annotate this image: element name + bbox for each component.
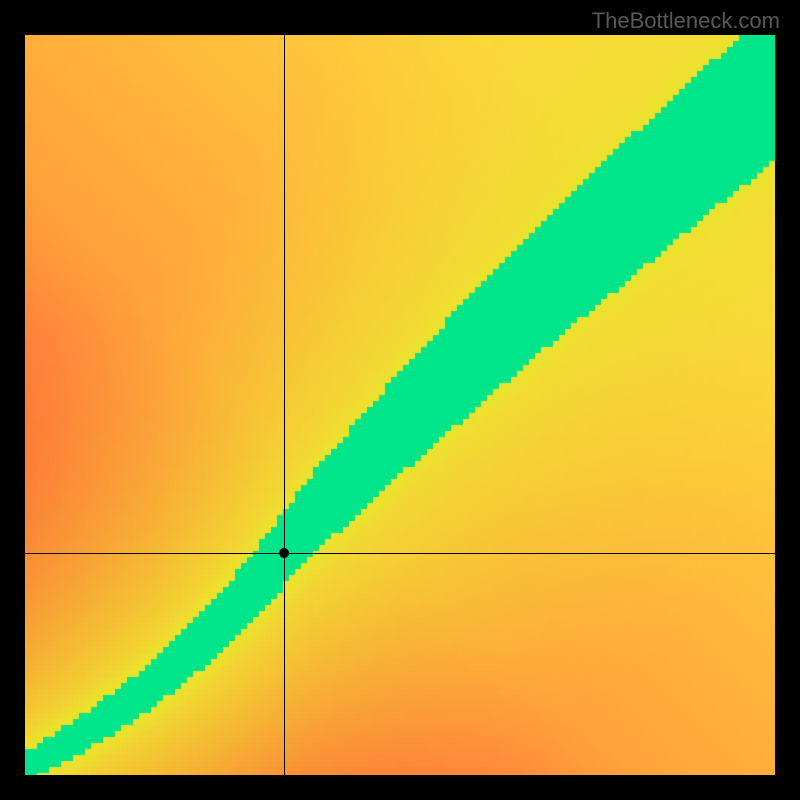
- data-point-marker: [279, 548, 289, 558]
- heatmap-canvas: [25, 35, 775, 775]
- crosshair-vertical: [284, 35, 285, 775]
- plot-area: [25, 35, 775, 775]
- watermark-text: TheBottleneck.com: [592, 8, 780, 34]
- crosshair-horizontal: [25, 553, 775, 554]
